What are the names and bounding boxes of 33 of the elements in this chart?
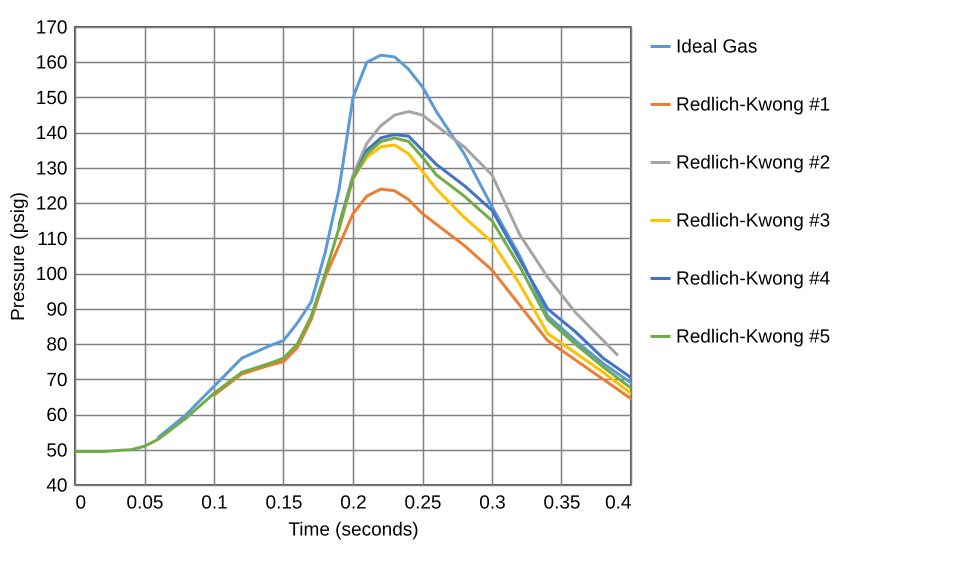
y-tick-label: 160 xyxy=(36,52,68,74)
legend-label: Ideal Gas xyxy=(676,36,758,58)
line-series xyxy=(75,136,631,454)
y-tick-label: 130 xyxy=(36,158,68,180)
x-tick-label: 0.1 xyxy=(201,492,228,514)
legend-label: Redlich-Kwong #2 xyxy=(676,152,830,174)
x-tick-label: 0.25 xyxy=(404,492,442,514)
x-tick-label: 0 xyxy=(76,492,86,514)
y-tick-label: 170 xyxy=(36,18,68,38)
y-tick-label: 150 xyxy=(36,88,68,109)
y-tick-label: 80 xyxy=(46,334,68,356)
x-tick-label: 0.15 xyxy=(266,492,302,514)
x-axis-title: Time (seconds) xyxy=(288,520,419,540)
x-tick-label: 0.05 xyxy=(126,492,164,514)
y-tick-label: 140 xyxy=(36,123,68,144)
legend-label: Redlich-Kwong #4 xyxy=(676,268,831,290)
y-tick-label: 110 xyxy=(37,228,68,250)
y-axis-title: Pressure (psig) xyxy=(8,192,29,321)
legend-label: Redlich-Kwong #1 xyxy=(676,94,830,116)
y-tick-label: 120 xyxy=(36,194,68,215)
y-tick-label: 50 xyxy=(46,440,68,462)
legend-label: Redlich-Kwong #5 xyxy=(676,326,830,348)
legend-label: Redlich-Kwong #3 xyxy=(676,210,830,232)
x-tick-label: 0.2 xyxy=(340,492,367,514)
line-series xyxy=(156,54,631,439)
y-tick-label: 60 xyxy=(46,405,68,426)
y-tick-label: 40 xyxy=(46,476,68,496)
x-tick-label: 0.35 xyxy=(544,492,580,514)
x-tick-label: 0.3 xyxy=(479,492,506,514)
y-tick-label: 100 xyxy=(36,264,68,286)
y-tick-label: 90 xyxy=(46,299,68,320)
x-tick-label: 0.4 xyxy=(605,492,632,514)
y-tick-label: 70 xyxy=(46,370,68,391)
